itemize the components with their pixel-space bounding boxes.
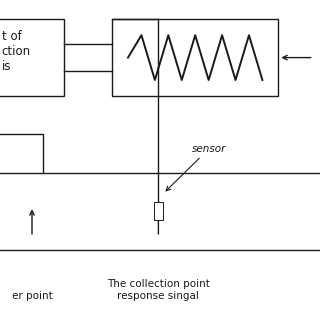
Text: sensor: sensor (166, 144, 226, 191)
Polygon shape (0, 19, 64, 96)
Text: The collection point
response singal: The collection point response singal (107, 279, 210, 301)
Polygon shape (0, 134, 43, 198)
Polygon shape (112, 19, 278, 96)
Polygon shape (154, 203, 163, 220)
Polygon shape (0, 173, 320, 250)
Text: t of
ction
is: t of ction is (2, 30, 31, 73)
Text: er point: er point (12, 291, 52, 301)
